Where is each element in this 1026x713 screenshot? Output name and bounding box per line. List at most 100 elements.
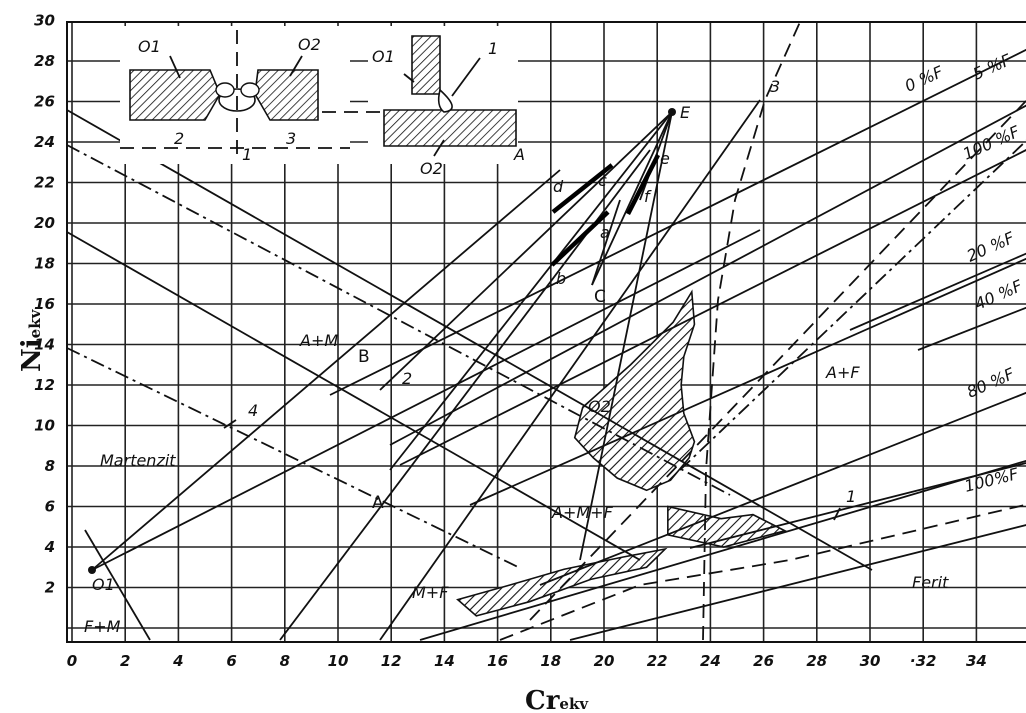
y-tick-label: 14 <box>34 336 55 354</box>
butt-weld-right <box>240 82 260 98</box>
y-tick-label: 28 <box>34 52 55 70</box>
y-axis-title: Niekv <box>17 308 47 372</box>
ferrite-line-dashed <box>529 99 1026 621</box>
plot-frame <box>66 21 1026 643</box>
curve-1-leader <box>833 507 841 521</box>
inset-butt-label-o2: O2 <box>298 35 321 54</box>
ferrite-line-5pct-dashdot <box>679 139 1026 471</box>
line-b-to-e <box>379 111 673 391</box>
x-tick-label: 6 <box>226 652 236 670</box>
ferrite-label-0pct: 0 %F <box>902 62 947 96</box>
x-axis-title: Crekv <box>525 686 589 713</box>
y-tick-label: 2 <box>45 579 55 597</box>
ferrite-line-100pct-lower <box>419 459 1026 641</box>
martensite-ferrite-boundary <box>84 529 151 641</box>
phase-label-m-f: M+F <box>412 583 449 602</box>
inset-butt-label-2: 2 <box>174 129 184 148</box>
tee-leader-1 <box>451 57 481 97</box>
inset-butt-label-3: 3 <box>286 129 296 148</box>
fan-line-f-c <box>591 199 621 286</box>
x-tick-label: 20 <box>594 652 615 670</box>
point-label-f: f <box>644 187 652 206</box>
phase-label-martenzit: Martenzit <box>100 451 176 470</box>
curve-label-1: 1 <box>846 487 856 506</box>
ferrite-line-1 <box>569 524 1026 641</box>
tee-leader-o1 <box>403 73 415 83</box>
bold-segment-f-e <box>625 153 661 216</box>
y-tick-label: 18 <box>34 255 55 273</box>
x-tick-label: 28 <box>806 652 827 670</box>
tee-leader-o2 <box>433 139 445 157</box>
phase-label-a-upper: A <box>513 145 525 164</box>
curve-label-3: 3 <box>770 77 780 96</box>
x-tick-label: 14 <box>434 652 455 670</box>
phase-label-a-m: A+M <box>299 331 338 350</box>
weld-insets <box>120 26 520 164</box>
bold-segment-b-a <box>550 210 610 267</box>
fan-line-e-c <box>591 111 673 286</box>
tee-flange <box>383 109 517 147</box>
ferrite-label-100pct-top: 100 %F <box>960 122 1023 164</box>
y-tick-label: 30 <box>34 12 55 30</box>
point-label-c: C <box>594 287 606 307</box>
tee-weld <box>437 88 453 113</box>
boundary-line-dashdot <box>66 144 731 496</box>
y-tick-label: 24 <box>34 133 55 151</box>
point-label-e-small: e <box>660 149 670 168</box>
x-tick-label: 30 <box>860 652 881 670</box>
inset-tee-label-1: 1 <box>488 39 498 58</box>
ferrite-line-0pct <box>329 48 1026 396</box>
ferrite-line-20pct <box>389 104 1026 446</box>
x-tick-label: 8 <box>280 652 290 670</box>
curve-1-dashed <box>499 503 1026 641</box>
diagram-lines <box>66 21 1026 641</box>
butt-leader-o2 <box>289 55 303 77</box>
hatched-region-lower <box>456 547 668 617</box>
ferrite-line-100pct-upper <box>689 462 1026 549</box>
y-tick-label: 16 <box>34 295 55 313</box>
point-label-o2: O2 <box>588 397 611 416</box>
curve-3-dashed <box>702 21 801 641</box>
y-tick-label: 12 <box>34 376 55 394</box>
x-tick-label: 24 <box>700 652 721 670</box>
fan-line-e-1 <box>579 111 673 561</box>
ferrite-line-a-f <box>469 257 1026 506</box>
y-tick-label: 22 <box>34 174 55 192</box>
phase-label-a-f: A+F <box>825 363 860 382</box>
point-e <box>668 108 676 116</box>
y-tick-label: 10 <box>34 417 55 435</box>
phase-label-f-m: F+M <box>84 617 121 636</box>
x-tick-label: 2 <box>120 652 130 670</box>
inset-tee-label-o2: O2 <box>420 159 443 178</box>
bold-segment-d-c <box>551 163 614 214</box>
boundary-line-upper <box>66 109 873 571</box>
x-tick-label: ·32 <box>910 652 937 670</box>
inset-butt-label-o1: O1 <box>138 37 161 56</box>
line-o1-upper <box>91 169 561 571</box>
line-to-e-lower <box>379 99 761 641</box>
y-tick-label: 8 <box>45 457 55 475</box>
point-label-o1: O1 <box>92 575 115 594</box>
ferrite-label-100pct-bottom: 100%F <box>962 464 1021 496</box>
curve-4-leader <box>223 419 237 429</box>
phase-label-a-lower: A <box>372 493 384 513</box>
x-tick-label: 16 <box>487 652 508 670</box>
x-tick-label: 26 <box>753 652 774 670</box>
butt-leader-o1 <box>169 55 181 79</box>
x-tick-label: 0 <box>67 652 77 670</box>
inset-butt-label-1: 1 <box>242 145 252 164</box>
ferrite-line-40pct <box>399 149 1026 466</box>
x-tick-label: 10 <box>328 652 349 670</box>
x-tick-label: 18 <box>540 652 561 670</box>
y-tick-label: 26 <box>34 93 55 111</box>
x-tick-label: 22 <box>647 652 668 670</box>
phase-label-ferit: Ferit <box>912 573 949 592</box>
line-o1-middle <box>91 229 761 571</box>
inset-tee-label-o1: O1 <box>372 47 395 66</box>
point-label-d: d <box>553 177 564 196</box>
hatched-region-upper <box>573 289 696 492</box>
ferrite-line-20pct-label <box>849 252 1026 331</box>
point-label-e: E <box>680 103 691 122</box>
x-tick-label: 4 <box>172 652 183 670</box>
